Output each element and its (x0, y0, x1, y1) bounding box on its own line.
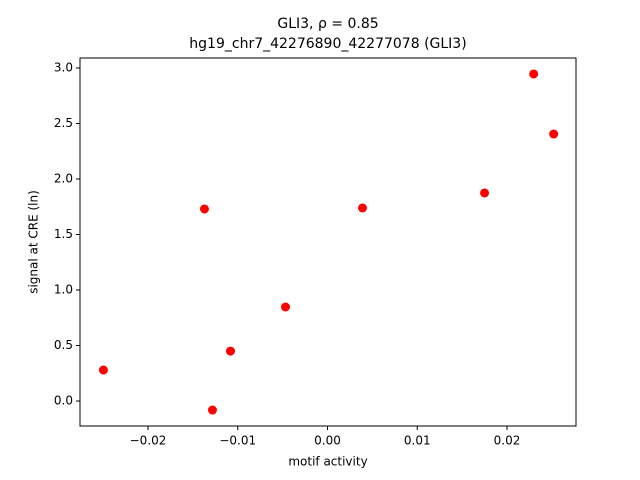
point (199, 204, 209, 214)
x-tick-label: −0.01 (219, 434, 256, 448)
point (358, 203, 368, 213)
x-tick-label: 0.00 (314, 434, 341, 448)
point (98, 365, 108, 375)
point (480, 188, 490, 198)
plot-frame (79, 57, 577, 427)
x-tick-label: 0.01 (404, 434, 431, 448)
x-tick-label: −0.02 (130, 434, 167, 448)
y-tick-label: 2.0 (54, 172, 73, 186)
point (529, 69, 539, 79)
point (281, 302, 291, 312)
y-tick-label: 1.0 (54, 283, 73, 297)
y-tick-label: 2.5 (54, 116, 73, 130)
y-tick-label: 1.5 (54, 227, 73, 241)
point (225, 346, 235, 356)
x-axis-label: motif activity (288, 455, 367, 469)
point (549, 129, 559, 139)
point (207, 405, 217, 415)
y-axis-label: signal at CRE (ln) (27, 190, 41, 294)
y-tick-label: 3.0 (54, 60, 73, 74)
chart-subtitle: hg19_chr7_42276890_42277078 (GLI3) (189, 36, 466, 52)
chart-title: GLI3, ρ = 0.85 (277, 16, 378, 32)
x-tick-label: 0.02 (494, 434, 521, 448)
y-tick-label: 0.5 (54, 338, 73, 352)
y-tick-label: 0.0 (54, 394, 73, 408)
